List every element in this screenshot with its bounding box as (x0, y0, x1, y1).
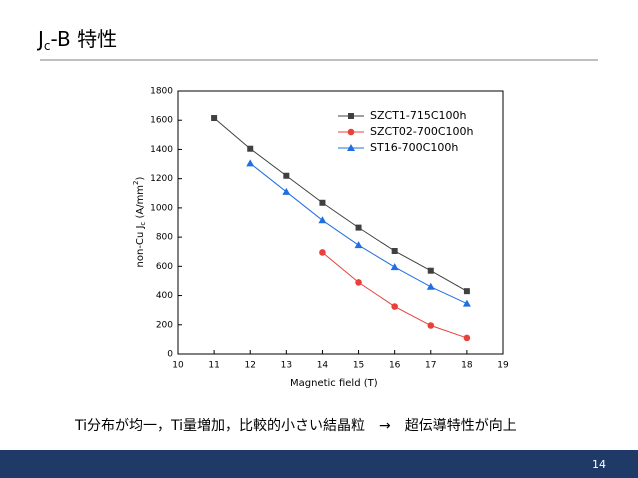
x-tick-label: 17 (425, 361, 436, 371)
marker (463, 288, 470, 295)
ylabel-part: non-Cu J (135, 226, 146, 268)
marker (463, 334, 471, 342)
x-axis-label: Magnetic field (T) (290, 378, 378, 389)
x-tick-label: 12 (244, 361, 255, 371)
page-number: 14 (592, 458, 606, 471)
x-tick-label: 16 (389, 361, 401, 371)
legend-label: SZCT1-715C100h (370, 109, 467, 122)
marker (347, 144, 355, 151)
x-tick-label: 18 (461, 361, 473, 371)
ylabel-sub: c (139, 222, 147, 226)
marker (283, 172, 290, 179)
plot-frame (177, 90, 504, 355)
x-tick-label: 11 (208, 361, 219, 371)
y-tick-label: 600 (156, 262, 173, 272)
y-tick-label: 1200 (150, 174, 173, 184)
y-tick-label: 1400 (150, 145, 173, 155)
y-axis-label: non-Cu Jc (A/mm2) (132, 176, 147, 267)
y-tick-label: 1600 (150, 116, 173, 126)
caption: Ti分布が均一，Ti量増加，比較的小さい結晶粒 → 超伝導特性が向上 (74, 418, 517, 434)
marker (211, 115, 218, 122)
slide-title: Jc-B 特性 (36, 27, 117, 53)
ylabel-part: ) (135, 176, 146, 180)
y-tick-label: 1000 (150, 203, 173, 213)
marker (347, 128, 355, 136)
y-tick-label: 800 (156, 233, 173, 243)
marker (426, 282, 435, 290)
title-sub: c (44, 39, 51, 53)
ylabel-sup: 2 (132, 180, 140, 184)
marker (355, 224, 362, 231)
y-tick-label: 400 (156, 291, 173, 301)
marker (319, 199, 326, 206)
x-tick-label: 15 (353, 361, 364, 371)
marker (246, 159, 255, 167)
legend-label: ST16-700C100h (370, 141, 458, 154)
x-tick-label: 14 (317, 361, 329, 371)
y-tick-label: 200 (156, 320, 173, 330)
marker (427, 322, 435, 329)
x-tick-label: 19 (497, 361, 509, 371)
legend-label: SZCT02-700C100h (370, 125, 474, 138)
series-line (213, 117, 468, 292)
marker (247, 145, 254, 152)
marker (390, 263, 399, 271)
title-part: J (36, 27, 44, 51)
footer-bar (0, 450, 638, 478)
marker (318, 216, 327, 224)
ylabel-part: (A/mm (135, 185, 146, 222)
title-part: -B 特性 (51, 27, 118, 51)
marker (391, 303, 398, 310)
marker (462, 299, 471, 307)
marker (354, 241, 363, 249)
y-tick-label: 1800 (150, 87, 173, 97)
x-tick-label: 10 (172, 361, 184, 371)
marker (391, 247, 398, 254)
x-tick-label: 13 (281, 361, 292, 371)
marker (282, 187, 291, 195)
marker (348, 113, 354, 119)
marker (427, 267, 434, 274)
marker (319, 249, 326, 256)
y-tick-label: 0 (167, 350, 173, 360)
marker (355, 279, 362, 286)
